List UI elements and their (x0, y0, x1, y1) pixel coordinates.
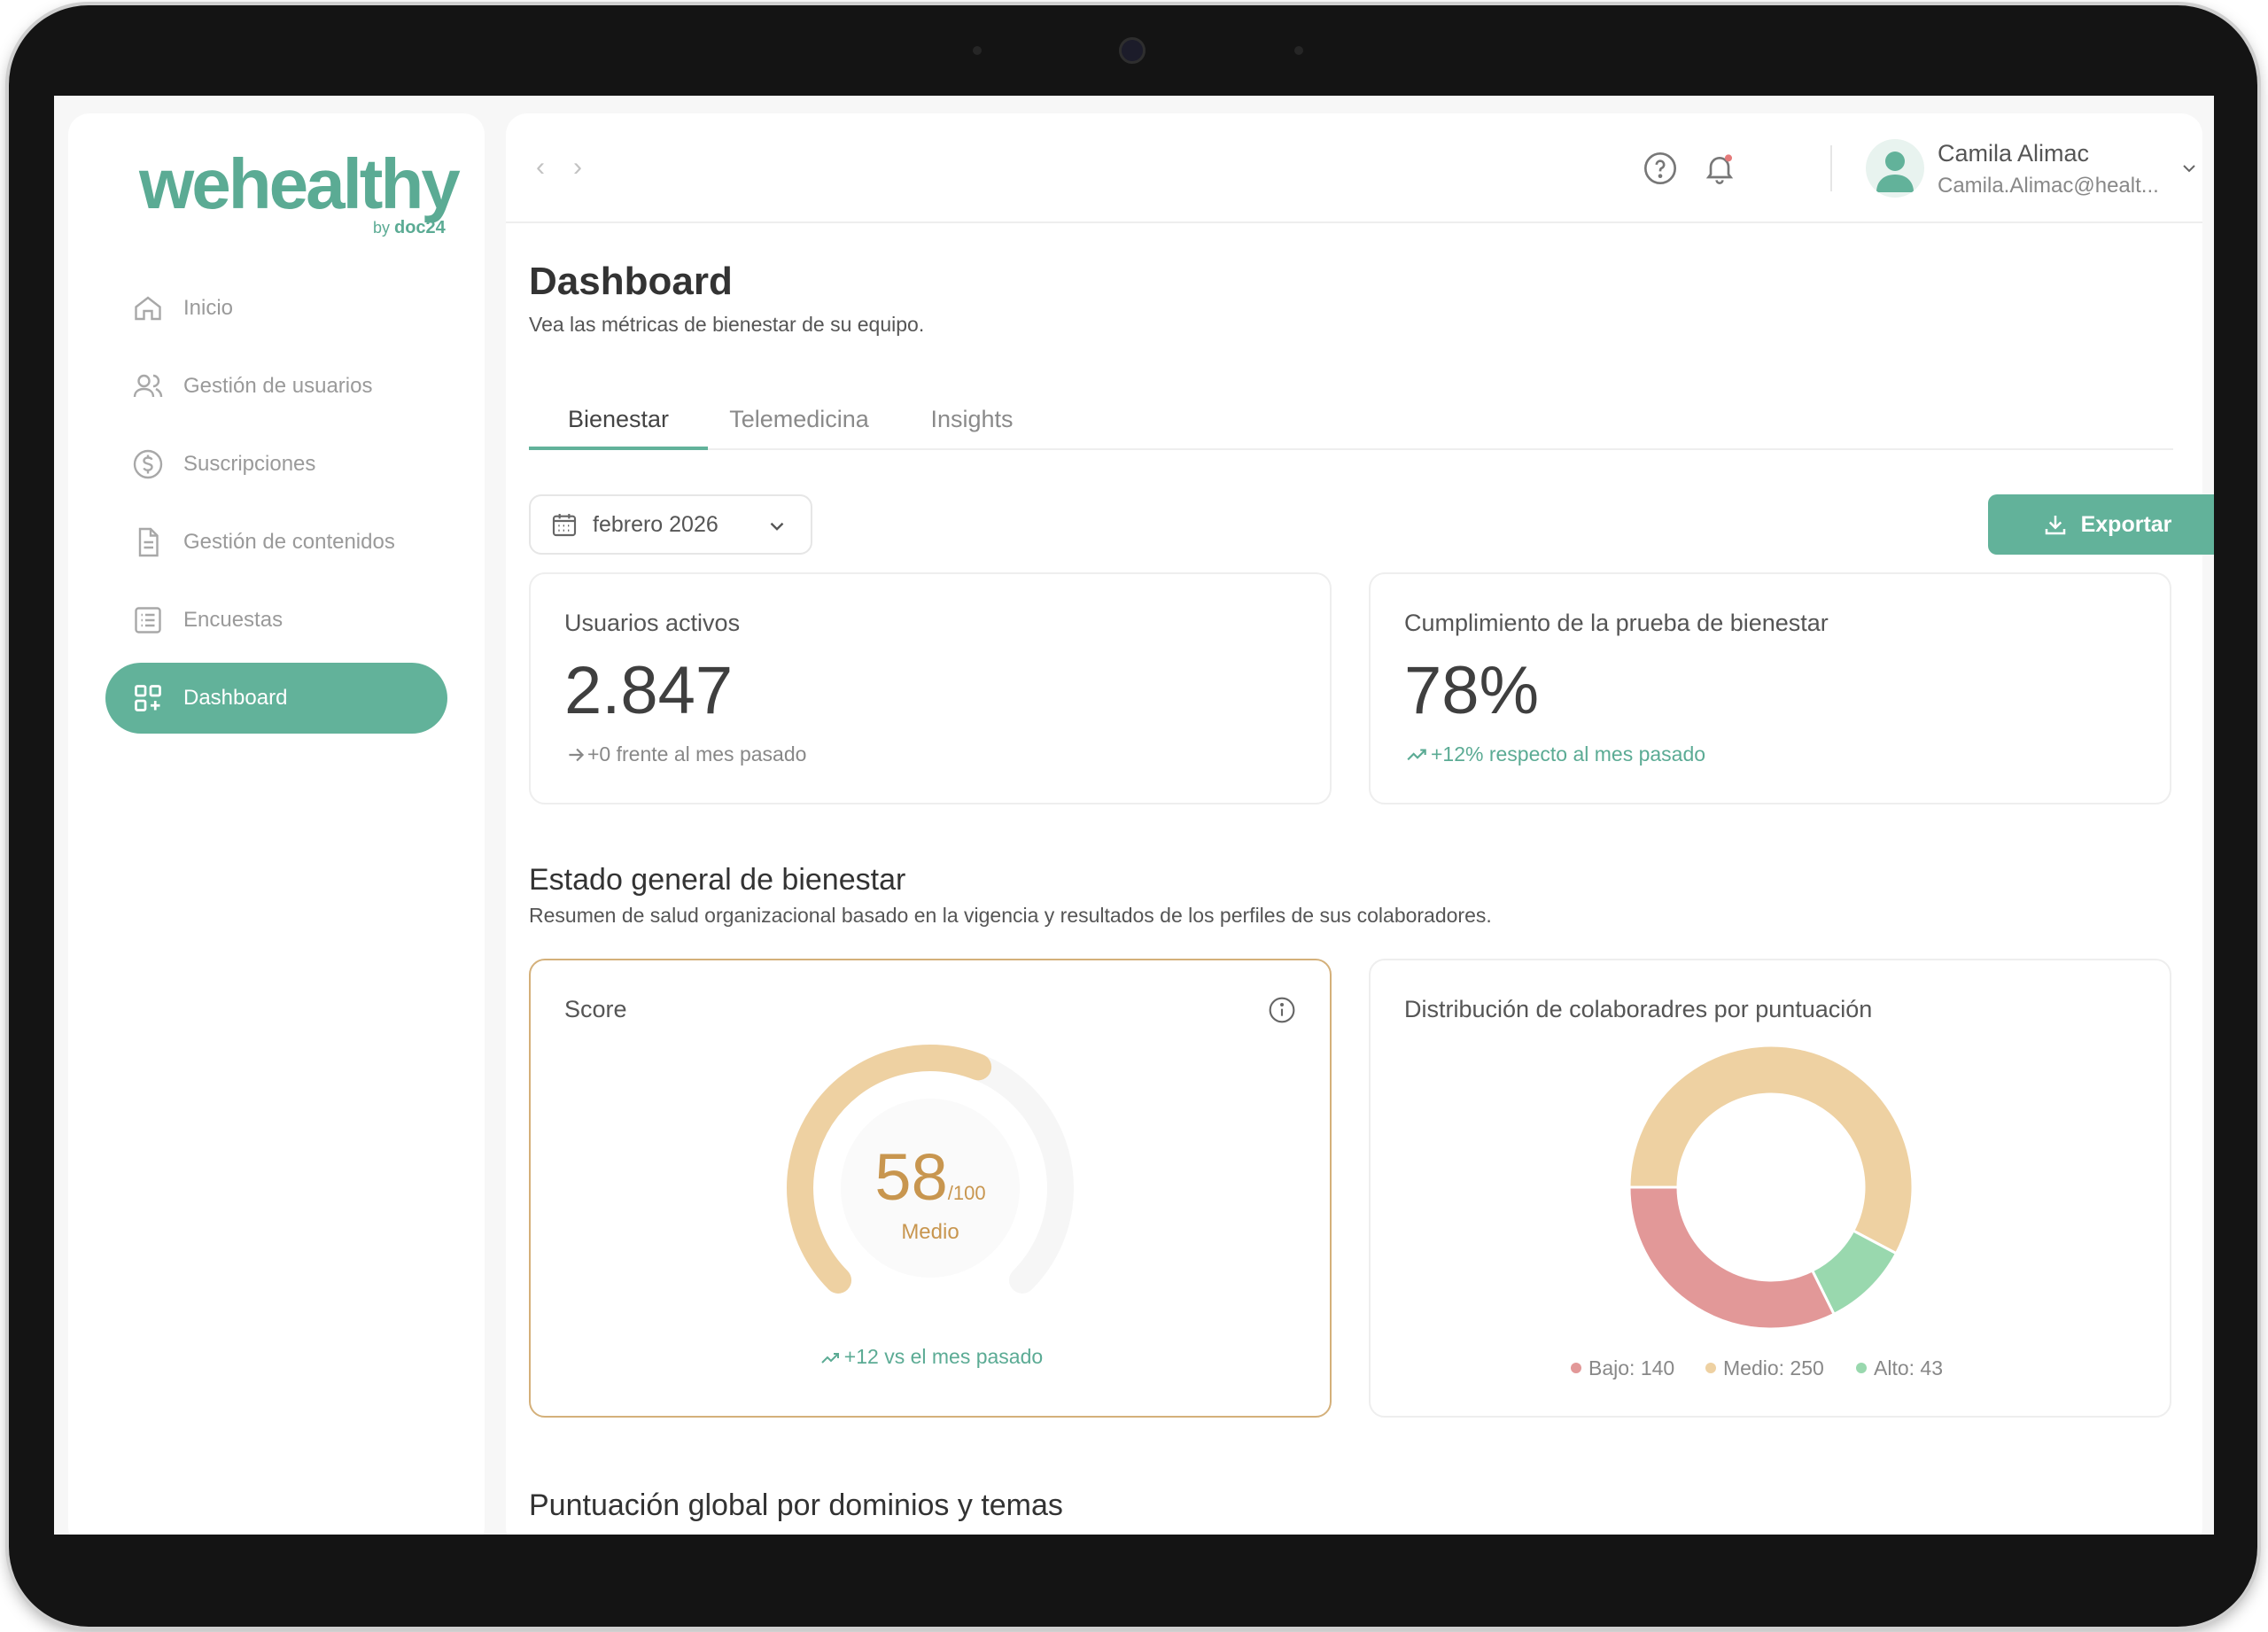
wellbeing-section-title: Estado general de bienestar (529, 863, 906, 897)
document-icon (138, 527, 159, 557)
kpi-trend-text: +0 frente al mes pasado (587, 742, 807, 765)
wellbeing-section-subtitle: Resumen de salud organizacional basado e… (529, 904, 1492, 927)
sidebar-item-dashboard[interactable]: Dashboard (105, 663, 447, 734)
trending-up-icon (821, 1352, 839, 1364)
user-name: Camila Alimac (1938, 140, 2090, 167)
distribution-title: Distribución de colaboradres por puntuac… (1404, 996, 1873, 1022)
help-icon[interactable] (1643, 151, 1678, 186)
sidebar-item-gestion-usuarios[interactable]: Gestión de usuarios (105, 351, 447, 422)
legend-dot-alto (1856, 1363, 1867, 1373)
domains-section-title: Puntuación global por dominios y temas (529, 1488, 1063, 1522)
month-value: febrero 2026 (593, 511, 718, 537)
dollar-circle-icon (133, 449, 163, 479)
chevron-down-icon (770, 522, 784, 531)
sidebar-item-label: Encuestas (183, 608, 284, 632)
donut-slice-medio[interactable] (1627, 1044, 1915, 1255)
sensor-dot (1294, 46, 1303, 55)
kpi-value: 78% (1404, 653, 1540, 728)
score-trend-text: +12 vs el mes pasado (843, 1345, 1044, 1368)
tab-telemedicina[interactable]: Telemedicina (729, 406, 869, 432)
score-value: 58/100 (874, 1140, 985, 1214)
calendar-icon (552, 514, 577, 537)
sidebar-item-label: Suscripciones (183, 452, 316, 476)
top-bar: ‹ › Camila Alimac Camila.Alimac@healt... (506, 113, 2202, 223)
user-avatar-icon (1876, 152, 1914, 192)
sensor-dot (973, 46, 982, 55)
home-icon (135, 296, 161, 321)
bell-icon[interactable] (1702, 151, 1737, 186)
app-screen: wehealthy by doc24 Inicio Gestión de usu… (54, 96, 2214, 1535)
logo-byline: by doc24 (372, 218, 446, 237)
sidebar-item-inicio[interactable]: Inicio (105, 273, 447, 344)
wehealthy-logo[interactable]: wehealthy by doc24 (139, 144, 461, 238)
kpi-value: 2.847 (564, 653, 734, 728)
kpi-title: Usuarios activos (564, 610, 741, 636)
legend-label-bajo: Bajo: 140 (1588, 1356, 1674, 1379)
download-icon (2045, 516, 2065, 535)
month-selector[interactable]: febrero 2026 (529, 494, 812, 555)
score-card: Score 58/100 Medio +12 vs el mes pasado (529, 959, 1332, 1418)
gauge-fill (787, 1045, 992, 1294)
kpi-title: Cumplimiento de la prueba de bienestar (1404, 610, 1829, 636)
sidebar-item-label: Dashboard (183, 686, 288, 710)
front-camera (1119, 37, 1146, 64)
export-button[interactable]: Exportar (1988, 494, 2214, 555)
score-title: Score (564, 996, 627, 1022)
kpi-trend-text: +12% respecto al mes pasado (1431, 742, 1706, 765)
score-number: 58 (874, 1140, 947, 1214)
list-icon (135, 607, 161, 633)
gauge-center (841, 1099, 1020, 1278)
legend-dot-bajo (1571, 1363, 1581, 1373)
tab-bar: Bienestar Telemedicina Insights (529, 406, 2173, 450)
trending-up-icon (1407, 749, 1426, 760)
score-gauge: 58/100 Medio (787, 1045, 1074, 1294)
sidebar-item-gestion-contenidos[interactable]: Gestión de contenidos (105, 507, 447, 578)
back-arrow-icon[interactable]: ‹ (536, 152, 545, 182)
distribution-card: Distribución de colaboradres por puntuac… (1369, 959, 2171, 1418)
score-max: /100 (948, 1182, 986, 1204)
sidebar: wehealthy by doc24 Inicio Gestión de usu… (68, 113, 485, 1535)
donut-slice-bajo[interactable] (1627, 1185, 1837, 1331)
kpi-card-compliance: Cumplimiento de la prueba de bienestar 7… (1369, 572, 2171, 804)
distribution-donut-chart: Bajo: 140 Medio: 250 Alto: 43 (1571, 1044, 1943, 1379)
sidebar-item-suscripciones[interactable]: Suscripciones (105, 429, 447, 500)
kpi-trend: +0 frente al mes pasado (564, 742, 806, 766)
legend-label-medio: Medio: 250 (1723, 1356, 1824, 1379)
sidebar-item-label: Gestión de contenidos (183, 530, 395, 554)
chevron-down-icon[interactable] (2179, 158, 2200, 179)
score-level: Medio (901, 1220, 959, 1244)
tab-insights[interactable]: Insights (930, 406, 1014, 432)
user-email: Camila.Alimac@healt... (1938, 174, 2159, 198)
sidebar-item-label: Gestión de usuarios (183, 374, 373, 398)
arrow-right-icon (569, 748, 585, 761)
sidebar-item-label: Inicio (183, 296, 234, 320)
grid-plus-icon (135, 685, 161, 711)
legend-dot-medio (1705, 1363, 1716, 1373)
topbar-divider (1830, 145, 1832, 191)
score-trend: +12 vs el mes pasado (531, 1345, 1330, 1369)
page-subtitle: Vea las métricas de bienestar de su equi… (529, 313, 925, 336)
info-icon[interactable] (1268, 996, 1296, 1024)
page-title: Dashboard (529, 260, 733, 303)
users-icon (133, 374, 163, 398)
legend-label-alto: Alto: 43 (1874, 1356, 1943, 1379)
logo-wordmark: wehealthy (139, 144, 461, 223)
avatar[interactable] (1866, 139, 1924, 198)
export-label: Exportar (2080, 511, 2172, 537)
main-content: ‹ › Camila Alimac Camila.Alimac@healt...… (506, 113, 2214, 1535)
tab-bienestar[interactable]: Bienestar (529, 406, 708, 450)
kpi-trend: +12% respecto al mes pasado (1404, 742, 1705, 766)
sidebar-item-encuestas[interactable]: Encuestas (105, 585, 447, 656)
forward-arrow-icon[interactable]: › (573, 152, 582, 182)
kpi-card-active-users: Usuarios activos 2.847 +0 frente al mes … (529, 572, 1332, 804)
